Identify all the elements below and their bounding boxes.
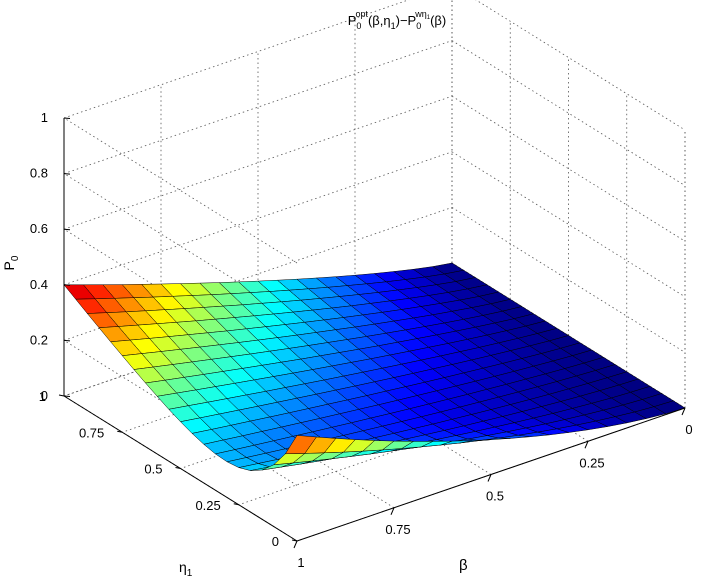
chart-title: P0opt(β,η1)−P0wη1(β) — [348, 9, 446, 31]
z-tick-label: 1 — [41, 110, 48, 125]
z-tick-label: 0.2 — [30, 332, 48, 347]
x-tick-label: 0.75 — [385, 522, 410, 537]
y-tick — [233, 503, 239, 506]
y-tick — [58, 394, 65, 397]
grid-line — [451, 207, 686, 353]
z-tick-label: 0 — [41, 388, 48, 403]
z-tick — [63, 173, 71, 175]
grid-line — [63, 151, 453, 286]
grid-line — [63, 40, 453, 174]
grid-line — [451, 151, 686, 298]
y-tick — [117, 430, 123, 433]
x-tick-label: 1 — [297, 555, 304, 570]
grid-line — [160, 362, 395, 509]
x-tick — [584, 441, 589, 449]
y-tick-label: 1 — [39, 389, 46, 404]
y-axis-label: η1 — [179, 559, 193, 579]
grid-line — [63, 95, 453, 230]
y-tick-label: 0 — [272, 534, 279, 549]
y-tick-label: 0.5 — [144, 462, 162, 477]
grid-line — [451, 95, 686, 242]
z-tick — [63, 395, 71, 397]
z-axis-label: P0 — [1, 255, 21, 270]
grid-line — [63, 262, 453, 397]
z-tick-label: 0.6 — [30, 221, 48, 236]
surface-cell — [284, 435, 317, 455]
x-tick — [681, 407, 686, 416]
surface-mesh — [63, 262, 686, 471]
x-axis-label: β — [459, 557, 468, 574]
z-tick — [63, 284, 71, 286]
y-tick — [175, 467, 181, 469]
x-tick-label: 0.25 — [579, 455, 604, 470]
z-tick-label: 0.4 — [30, 277, 48, 292]
z-tick-label: 0.8 — [30, 166, 48, 181]
z-tick — [63, 117, 71, 119]
z-tick — [63, 228, 71, 231]
z-tick — [63, 339, 71, 342]
x-tick — [390, 507, 395, 515]
y-tick — [291, 539, 298, 542]
x-tick-label: 0 — [685, 422, 692, 437]
grid-line — [475, 0, 686, 131]
x-tick — [487, 474, 492, 482]
x-tick-label: 0.5 — [486, 489, 504, 504]
grid-line — [63, 0, 410, 119]
grid-line — [451, 40, 686, 186]
y-tick-label: 0.25 — [195, 498, 220, 513]
grid-line — [63, 117, 298, 264]
y-tick-label: 0.75 — [79, 425, 104, 440]
x-tick — [293, 540, 298, 549]
grid-line — [257, 329, 492, 475]
